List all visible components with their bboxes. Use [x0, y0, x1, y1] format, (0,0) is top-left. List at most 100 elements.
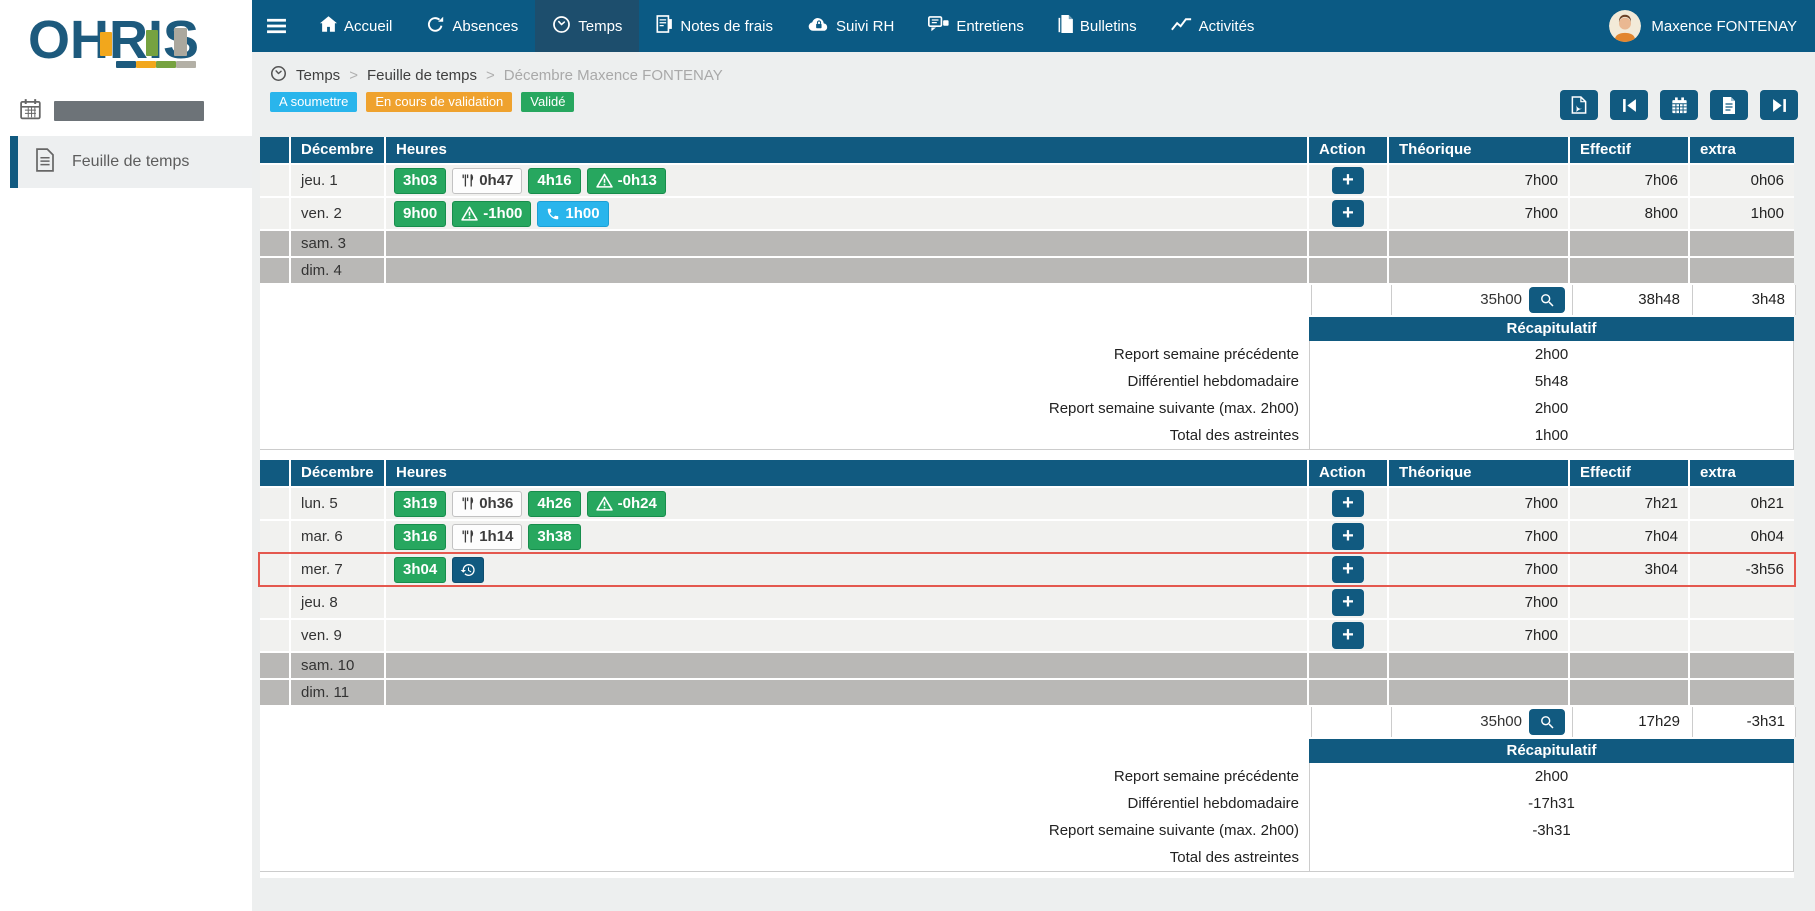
breadcrumb-feuille-de-temps[interactable]: Feuille de temps: [366, 67, 478, 84]
day-label: mar. 6: [291, 521, 384, 552]
ohris-logo[interactable]: OHRIS: [28, 6, 238, 78]
day-row-lun-5: lun. 5 3h19 0h36 4h26 -0h24 +7h00 7h21 0h21: [260, 488, 1794, 519]
previous-period-button[interactable]: [1610, 90, 1648, 120]
logo-decoration-gray: [174, 28, 187, 56]
add-entry-button[interactable]: +: [1332, 556, 1364, 583]
add-entry-button[interactable]: +: [1332, 167, 1364, 194]
meal-break-chip[interactable]: 0h36: [452, 490, 523, 517]
extra-hours-value: [1690, 258, 1794, 283]
nav-item-temps[interactable]: Temps: [535, 0, 640, 52]
action-cell: [1309, 258, 1387, 283]
day-row-jeu-8: jeu. 8 +7h00: [260, 587, 1794, 618]
add-entry-button[interactable]: +: [1332, 589, 1364, 616]
row-indicator-cell: [260, 488, 289, 519]
export-pdf-button[interactable]: [1560, 90, 1598, 120]
breadcrumb-current-page: Décembre Maxence FONTENAY: [503, 67, 723, 84]
time-chip[interactable]: 3h03: [394, 167, 447, 194]
recap-label: Report semaine précédente: [1113, 346, 1299, 363]
calendar-button[interactable]: [1660, 90, 1698, 120]
user-menu[interactable]: Maxence FONTENAY: [1609, 10, 1815, 42]
nav-item-notes-de-frais[interactable]: Notes de frais: [639, 0, 790, 52]
nav-item-activites[interactable]: Activités: [1154, 0, 1272, 52]
active-item-accent-bar: [10, 136, 18, 188]
theoretical-hours-value: [1389, 231, 1568, 256]
time-chip[interactable]: 4h26: [528, 490, 581, 517]
action-cell: [1309, 653, 1387, 678]
time-chip[interactable]: 3h19: [394, 490, 447, 517]
hours-entries-cell: 3h03 0h47 4h16 -0h13: [386, 165, 1307, 196]
time-chip[interactable]: 3h04: [394, 556, 447, 583]
hours-column-header: Heures: [386, 460, 1307, 486]
table-header-row: Décembre Heures Action Théorique Effectif ext…: [260, 137, 1794, 163]
hours-entries-cell: [386, 680, 1307, 705]
sidebar-item-feuille-de-temps[interactable]: Feuille de temps: [10, 136, 252, 188]
warning-time-chip[interactable]: -1h00: [452, 200, 532, 227]
day-label: ven. 2: [291, 198, 384, 229]
phone-astreinte-chip[interactable]: 1h00: [537, 200, 609, 227]
total-theoretical-value: 35h00: [1391, 285, 1570, 315]
next-period-button[interactable]: [1760, 90, 1798, 120]
theoretical-hours-value: 7h00: [1389, 554, 1568, 585]
extra-hours-value: 0h04: [1690, 521, 1794, 552]
recap-value: 2h00: [1309, 763, 1794, 790]
extra-hours-value: -3h56: [1690, 554, 1794, 585]
extra-hours-value: [1690, 231, 1794, 256]
nav-item-entretiens[interactable]: Entretiens: [911, 0, 1041, 52]
action-cell: +: [1309, 165, 1387, 196]
actual-hours-value: [1570, 231, 1688, 256]
nav-item-suivi-rh[interactable]: Suivi RH: [790, 0, 911, 52]
actual-hours-value: 7h04: [1570, 521, 1688, 552]
add-entry-button[interactable]: +: [1332, 523, 1364, 550]
hours-entries-cell: [386, 620, 1307, 651]
extra-hours-value: 0h06: [1690, 165, 1794, 196]
timesheet-weeks: Décembre Heures Action Théorique Effectif ext…: [258, 137, 1796, 872]
time-chip[interactable]: 9h00: [394, 200, 447, 227]
totals-action-cell: [1311, 285, 1389, 315]
theoretical-column-header: Théorique: [1389, 137, 1568, 163]
nav-item-bulletins[interactable]: Bulletins: [1041, 0, 1154, 52]
time-chip[interactable]: 3h16: [394, 523, 447, 550]
add-entry-button[interactable]: +: [1332, 622, 1364, 649]
home-icon: [320, 16, 337, 36]
week-totals-row: 35h00 38h48 3h48: [260, 285, 1796, 315]
warning-time-chip[interactable]: -0h24: [586, 490, 666, 517]
extra-hours-value: 0h21: [1690, 488, 1794, 519]
day-label: dim. 4: [291, 258, 384, 283]
week-details-search-button[interactable]: [1529, 287, 1565, 313]
actual-hours-value: [1570, 587, 1688, 618]
add-entry-button[interactable]: +: [1332, 200, 1364, 227]
time-chip[interactable]: 4h16: [528, 167, 581, 194]
time-chip[interactable]: 3h38: [528, 523, 581, 550]
hours-entries-cell: [386, 653, 1307, 678]
day-row-mar-6: mar. 6 3h16 1h14 3h38 +7h00 7h04 0h04: [260, 521, 1794, 552]
extra-hours-value: [1690, 620, 1794, 651]
warning-triangle-icon: [461, 206, 478, 221]
action-cell: +: [1309, 587, 1387, 618]
meal-break-chip[interactable]: 1h14: [452, 523, 523, 550]
redacted-label-placeholder: [54, 101, 204, 121]
theoretical-hours-value: 7h00: [1389, 165, 1568, 196]
actual-hours-value: [1570, 620, 1688, 651]
recap-title: Récapitulatif: [1309, 317, 1794, 341]
add-entry-button[interactable]: +: [1332, 490, 1364, 517]
breadcrumb-separator: >: [486, 67, 495, 84]
breadcrumb-temps[interactable]: Temps: [296, 67, 341, 84]
meal-break-chip[interactable]: 0h47: [452, 167, 523, 194]
week-table-2: Décembre Heures Action Théorique Effectif ext…: [258, 460, 1796, 872]
warning-time-chip[interactable]: -0h13: [586, 167, 666, 194]
recap-label: Report semaine suivante (max. 2h00): [1048, 822, 1299, 839]
row-indicator-cell: [260, 231, 289, 256]
total-extra-value: -3h31: [1692, 707, 1796, 737]
breadcrumb: Temps > Feuille de temps > Décembre Maxe…: [270, 65, 723, 86]
export-document-button[interactable]: [1710, 90, 1748, 120]
nav-item-absences[interactable]: Absences: [409, 0, 535, 52]
history-chip[interactable]: [452, 556, 485, 583]
clock-icon: [270, 65, 287, 86]
day-label: jeu. 8: [291, 587, 384, 618]
phone-icon: [546, 207, 560, 221]
hamburger-menu-icon[interactable]: [266, 18, 287, 34]
row-indicator-cell: [260, 554, 289, 585]
week-details-search-button[interactable]: [1529, 709, 1565, 735]
recap-label: Différentiel hebdomadaire: [1127, 373, 1300, 390]
nav-item-accueil[interactable]: Accueil: [303, 0, 409, 52]
